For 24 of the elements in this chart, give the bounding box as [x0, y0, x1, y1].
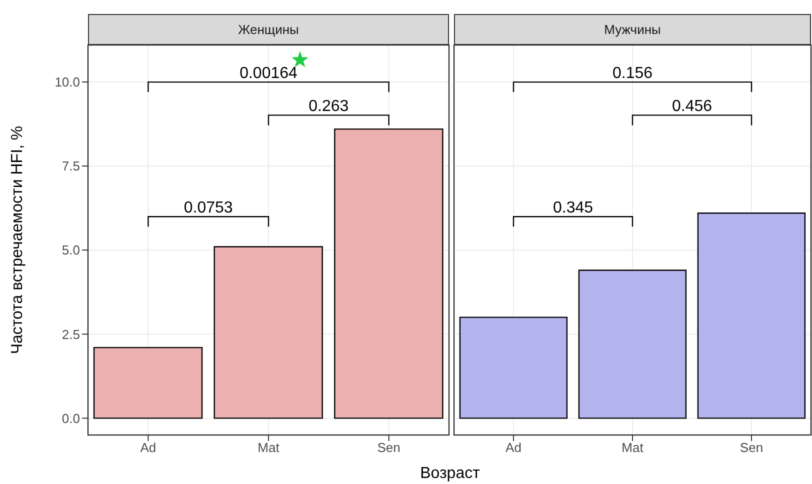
bar: [93, 346, 203, 419]
bar: [334, 128, 444, 419]
y-tick-label: 5.0: [62, 242, 80, 258]
y-tick-label: 10.0: [54, 74, 80, 90]
x-tick-label: Mat: [622, 440, 644, 456]
y-tick-label: 0.0: [62, 410, 80, 426]
annotation: 0.263: [308, 98, 349, 116]
x-tick-label: Sen: [377, 440, 400, 456]
x-axis-title: Возраст: [420, 465, 480, 483]
annotation: 0.00164: [240, 65, 298, 82]
annotation: 0.0753: [184, 200, 233, 217]
x-tick-label: Mat: [258, 440, 280, 456]
chart-title: Женщины: [88, 14, 449, 45]
y-tick-label: 7.5: [62, 158, 80, 174]
x-tick-label: Sen: [740, 440, 764, 456]
annotation: 0.345: [552, 200, 594, 217]
x-tick-label: Ad: [140, 440, 156, 456]
x-tick-label: Ad: [506, 440, 522, 456]
bar: [214, 246, 323, 419]
y-axis-title: Частота встречаемости HFI, %: [9, 126, 27, 354]
chart-title: Мужчины: [454, 14, 811, 45]
y-tick-label: 2.5: [62, 326, 80, 342]
annotation: 0.456: [672, 98, 712, 116]
annotation: 0.156: [612, 65, 653, 82]
